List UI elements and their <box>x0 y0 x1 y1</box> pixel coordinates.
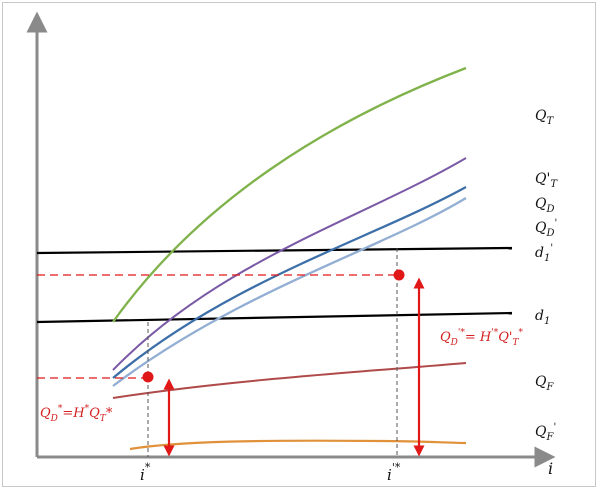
red-point-lower <box>142 371 154 383</box>
diagram-frame <box>2 2 596 487</box>
equation-right: QD'*= H'*Q'T* <box>440 328 523 348</box>
qf-prime-curve <box>129 439 467 451</box>
d1-line <box>36 311 513 324</box>
equation-left: QD*=H*QT* <box>40 404 113 424</box>
label-d1: d1 <box>535 308 550 327</box>
label-qd-prime: QD' <box>535 218 557 239</box>
tick-i-star: i* <box>140 461 151 484</box>
qd-curve <box>112 185 467 379</box>
qt-curve <box>112 66 467 323</box>
red-point-upper <box>393 269 405 281</box>
label-qf-prime: QF' <box>535 422 556 443</box>
label-qd: QD <box>535 196 555 215</box>
label-qf: QF <box>535 374 554 393</box>
qt-prime-curve <box>112 157 467 371</box>
label-d1-prime: d1' <box>535 243 553 264</box>
qd-prime-curve <box>112 197 467 387</box>
d1-prime-line <box>36 246 513 255</box>
label-qt-prime: Q'T <box>535 171 558 190</box>
x-axis-label: i <box>548 459 553 478</box>
tick-i-prime-star: i'* <box>387 461 401 484</box>
label-qt: QT <box>535 108 554 127</box>
qf-curve <box>112 362 467 399</box>
